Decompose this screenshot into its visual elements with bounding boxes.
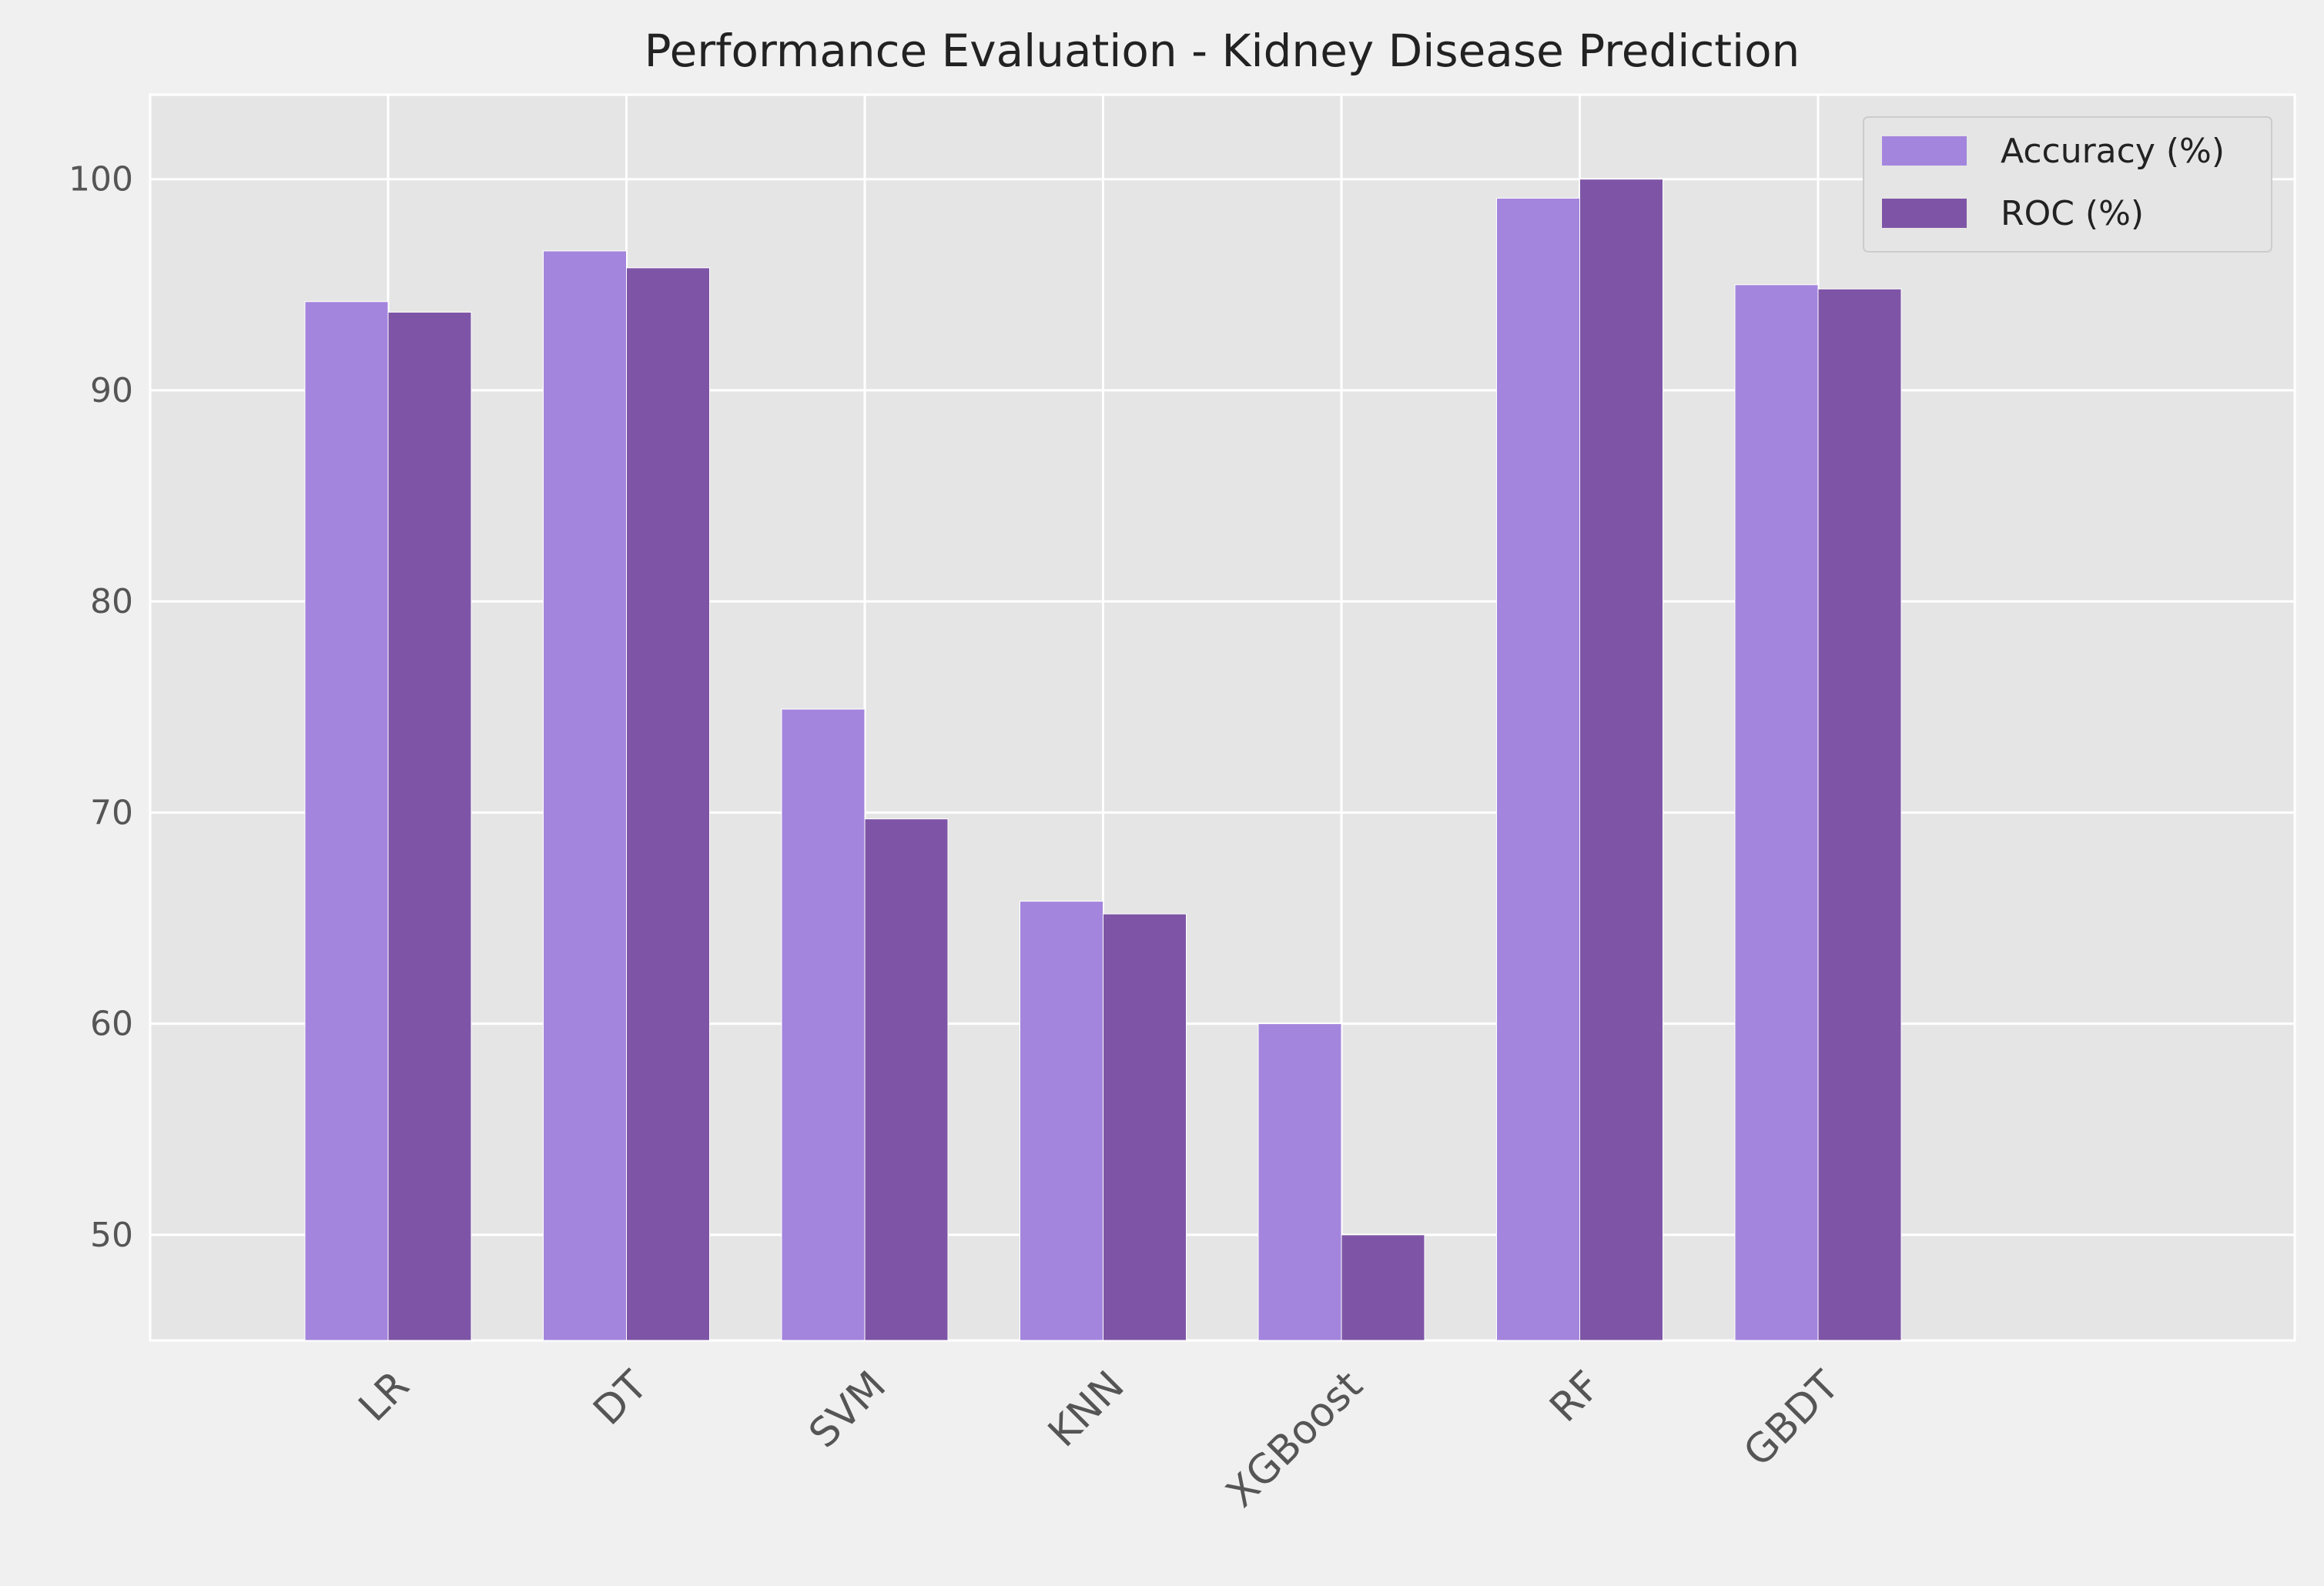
chart-title: Performance Evaluation - Kidney Disease … bbox=[645, 25, 1800, 77]
legend-label-roc: ROC (%) bbox=[2001, 194, 2144, 233]
y-tick-label: 80 bbox=[90, 582, 133, 621]
y-tick-label: 100 bbox=[69, 160, 133, 199]
legend-swatch-roc bbox=[1882, 199, 1967, 228]
bar-roc-rf bbox=[1579, 179, 1663, 1341]
bar-roc-knn bbox=[1103, 913, 1187, 1341]
bar-accuracy-knn bbox=[1020, 901, 1103, 1341]
y-tick-label: 50 bbox=[90, 1216, 133, 1255]
legend-label-accuracy: Accuracy (%) bbox=[2001, 132, 2225, 171]
bar-accuracy-gbdt bbox=[1734, 284, 1819, 1341]
bar-roc-gbdt bbox=[1817, 288, 1902, 1341]
bar-roc-svm bbox=[864, 818, 949, 1341]
legend-swatch-accuracy bbox=[1882, 136, 1967, 166]
bar-accuracy-rf bbox=[1496, 197, 1580, 1341]
y-tick-label: 60 bbox=[90, 1005, 133, 1044]
y-tick-label: 90 bbox=[90, 371, 133, 410]
plot-area bbox=[150, 95, 2295, 1340]
bar-roc-dt bbox=[626, 267, 710, 1341]
bars bbox=[304, 179, 1902, 1341]
plot-border bbox=[149, 93, 2296, 1342]
bar-accuracy-lr bbox=[304, 301, 389, 1341]
y-axis-ticks: 50 60 70 80 90 100 bbox=[69, 160, 133, 1255]
bar-accuracy-dt bbox=[543, 250, 627, 1341]
bar-accuracy-svm bbox=[781, 708, 866, 1341]
bar-roc-xgboost bbox=[1341, 1234, 1425, 1341]
bar-accuracy-xgboost bbox=[1257, 1023, 1342, 1341]
y-tick-label: 70 bbox=[90, 793, 133, 832]
bar-roc-lr bbox=[387, 311, 472, 1341]
legend: Accuracy (%) ROC (%) bbox=[1863, 116, 2272, 253]
